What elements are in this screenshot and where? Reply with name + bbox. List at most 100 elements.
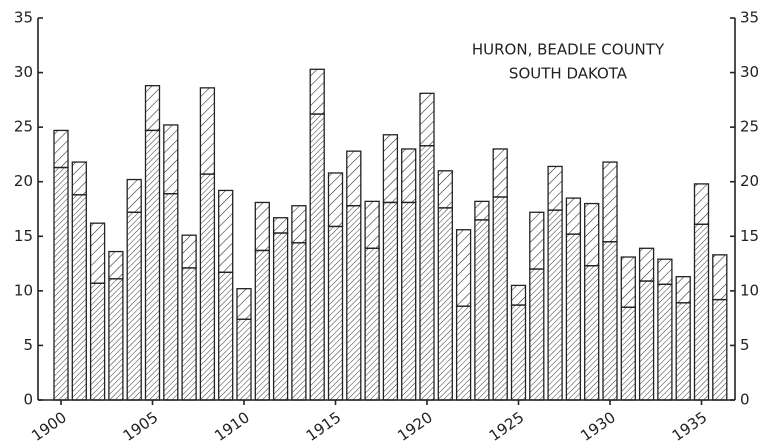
bar-segment xyxy=(291,205,307,244)
bar-segment xyxy=(218,271,234,401)
bar-segment xyxy=(53,129,69,169)
y2-tick-label: 25 xyxy=(740,118,759,136)
x-tick-label: 1905 xyxy=(120,408,162,442)
bar-segment xyxy=(693,183,710,225)
bar-segment xyxy=(327,225,344,401)
bar-segment xyxy=(565,233,582,401)
bar-segment xyxy=(108,278,124,401)
y2-tick-label: 15 xyxy=(740,227,759,245)
bar-segment xyxy=(181,234,197,269)
bar-segment xyxy=(346,205,362,401)
y-tick-label: 20 xyxy=(14,172,33,190)
bar-segment xyxy=(529,268,545,401)
bar-segment xyxy=(272,232,289,401)
bar-segment xyxy=(218,189,234,273)
y2-tick-label: 5 xyxy=(740,336,750,354)
bar-segment xyxy=(529,211,545,270)
x-tick-label: 1930 xyxy=(577,408,619,442)
bar-segment xyxy=(584,265,600,401)
bar-segment xyxy=(510,284,527,306)
bar-segment xyxy=(565,197,582,235)
y-tick-label: 35 xyxy=(14,9,33,27)
y2-tick-label: 10 xyxy=(740,281,759,299)
y2-tick-label: 30 xyxy=(740,63,759,81)
bar-segment xyxy=(675,302,691,401)
bar-segment xyxy=(547,165,563,211)
x-tick-label: 1935 xyxy=(669,408,711,442)
x-tick-label: 1910 xyxy=(211,408,253,442)
bar-segment xyxy=(675,276,691,304)
chart-subtitle: SOUTH DAKOTA xyxy=(509,65,628,83)
bar-segment xyxy=(327,172,344,228)
bar-segment xyxy=(510,304,527,401)
bar-segment xyxy=(144,129,161,401)
bar-segment xyxy=(89,282,106,401)
bar-segment xyxy=(89,222,106,284)
bar-segment xyxy=(126,211,142,401)
bar-segment xyxy=(657,283,673,401)
bar-segment xyxy=(199,87,216,175)
x-tick-label: 1915 xyxy=(303,408,345,442)
bar-segment xyxy=(236,318,252,401)
bar-segment xyxy=(620,306,636,401)
y-tick-label: 15 xyxy=(14,227,33,245)
y-tick-label: 10 xyxy=(14,281,33,299)
bar-segment xyxy=(437,207,453,401)
bar-segment xyxy=(712,298,728,401)
bar-segment xyxy=(492,148,508,198)
bar-segment xyxy=(236,288,252,320)
bar-segment xyxy=(584,202,600,267)
y2-tick-label: 20 xyxy=(740,172,759,190)
y-tick-label: 30 xyxy=(14,63,33,81)
y2-tick-label: 35 xyxy=(740,9,759,27)
bar-segment xyxy=(364,247,380,401)
bar-segment xyxy=(71,194,87,401)
bar-segment xyxy=(419,92,435,147)
bar-segment xyxy=(163,124,179,195)
bar-segment xyxy=(309,113,325,401)
bar-segment xyxy=(181,267,197,401)
bar-segment xyxy=(272,217,289,234)
bar-segment xyxy=(53,166,69,401)
bar-segment xyxy=(455,229,472,307)
bar-segment xyxy=(620,256,636,308)
bar-segment xyxy=(309,68,325,115)
bar-segment xyxy=(657,258,673,285)
x-tick-label: 1925 xyxy=(486,408,528,442)
bar-segment xyxy=(693,223,710,401)
bar-segment xyxy=(126,178,142,213)
chart-title: HURON, BEADLE COUNTY xyxy=(472,41,665,59)
y-tick-label: 0 xyxy=(23,391,33,409)
bar-segment xyxy=(382,134,399,204)
bar-segment xyxy=(437,170,453,209)
bar-segment xyxy=(364,200,380,249)
bar-segment xyxy=(602,241,618,401)
x-tick-label: 1920 xyxy=(394,408,436,442)
bar-segment xyxy=(474,219,490,401)
y2-tick-label: 0 xyxy=(740,391,750,409)
bar-segment xyxy=(254,249,270,401)
bar-segment xyxy=(474,200,490,221)
bar-segment xyxy=(254,201,270,252)
bar-segment xyxy=(419,145,435,401)
y-tick-label: 25 xyxy=(14,118,33,136)
bar-segment xyxy=(382,201,399,401)
bar-segment xyxy=(144,85,161,132)
bar-segment xyxy=(638,247,655,282)
bar-segment xyxy=(71,161,87,196)
bar-segment xyxy=(455,305,472,401)
bar-segment xyxy=(492,196,508,401)
y-tick-label: 5 xyxy=(23,336,33,354)
x-tick-label: 1900 xyxy=(28,408,70,442)
bar-segment xyxy=(602,161,618,243)
bar-segment xyxy=(638,280,655,401)
bar-segment xyxy=(291,242,307,401)
bar-segment xyxy=(163,193,179,401)
bar-segment xyxy=(401,148,417,204)
bar-segment xyxy=(712,254,728,301)
bar-segment xyxy=(346,150,362,207)
bar-segment xyxy=(401,201,417,401)
bar-segment xyxy=(547,209,563,401)
bar-segment xyxy=(199,173,216,401)
